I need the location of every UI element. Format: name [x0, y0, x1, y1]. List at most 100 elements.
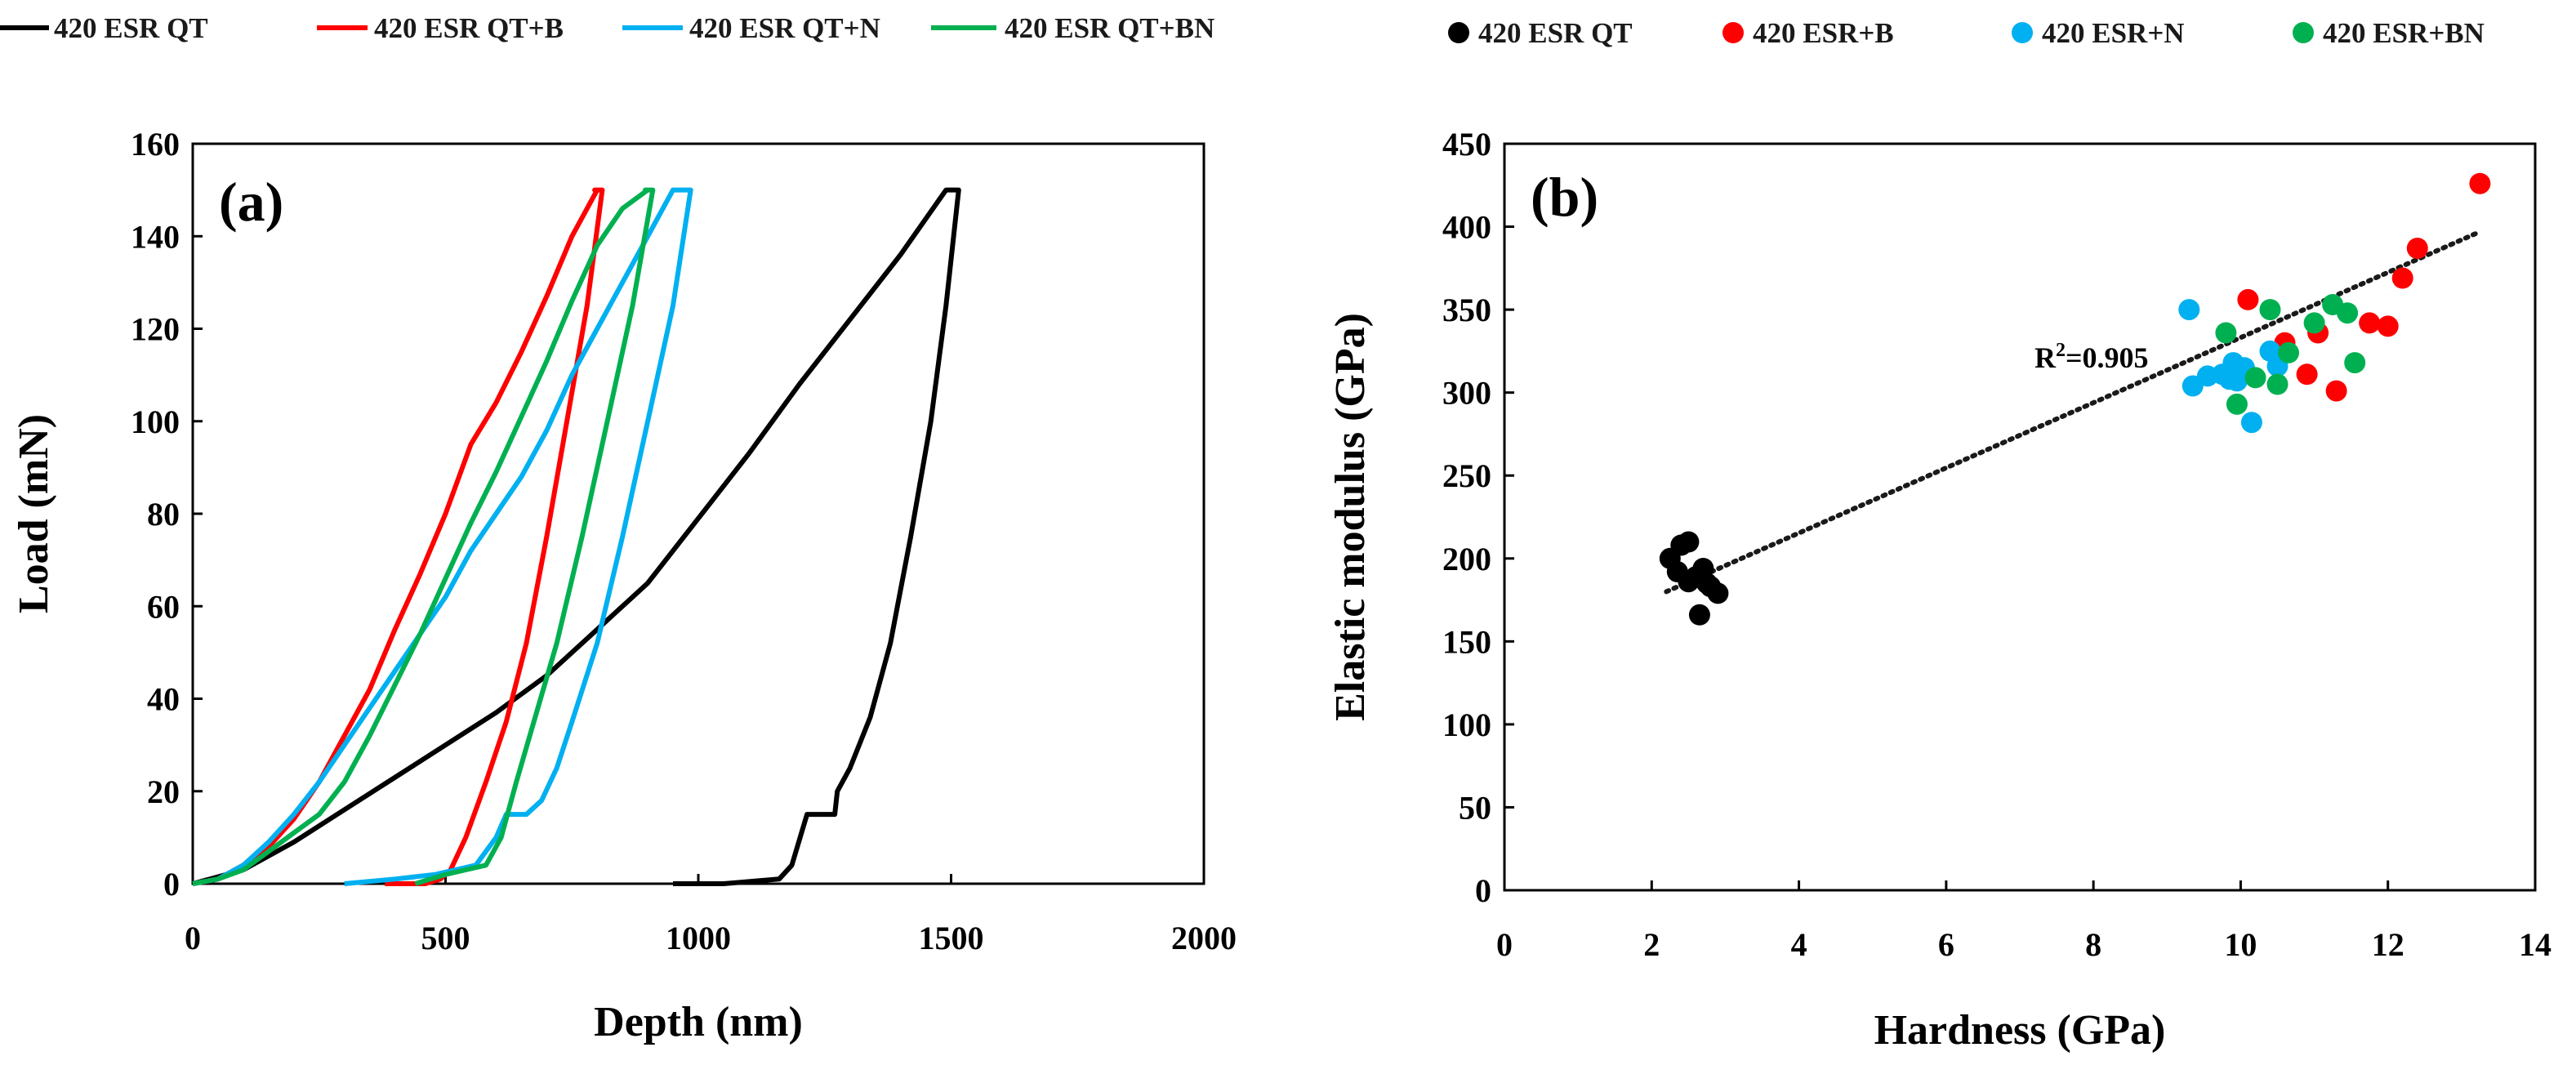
chart-b-point-s3-1: [2226, 393, 2248, 415]
legend-a-label-3: 420 ESR QT+BN: [1005, 12, 1214, 44]
legend-b-swatch-1: [1723, 22, 1744, 43]
chart-b-points: [1659, 172, 2491, 626]
legend-b-swatch-3: [2293, 22, 2314, 43]
chart-b-point-s3-9: [2344, 352, 2366, 374]
chart-b-ytick-label-300: 300: [1442, 375, 1491, 412]
legend-b-label-1: 420 ESR+B: [1753, 17, 1894, 49]
chart-b-xtick-label-6: 6: [1938, 926, 1954, 963]
chart-a-xtick-label-0: 0: [185, 920, 201, 956]
legend-b-swatch-0: [1448, 22, 1469, 43]
chart-a: 0 500 1000 1500 2000 0 20 40 60 80 100 120 140 160 (a…: [11, 126, 1237, 1045]
chart-b-plot-area: [1503, 142, 2537, 892]
r2-value: =0.905: [2066, 341, 2149, 374]
chart-a-xtick-label-1500: 1500: [919, 920, 984, 956]
chart-b-point-s0-10: [1688, 604, 1710, 626]
chart-b-ytick-label-150: 150: [1442, 623, 1491, 660]
chart-a-plot-area: [191, 142, 1206, 885]
legend-a-item-0: 420 ESR QT: [0, 12, 208, 44]
chart-b-ticks: 0 2 4 6 8 10 12 14 0 50 100 150 200 250 300 350 400 450: [1442, 126, 2551, 963]
chart-b-ytick-label-350: 350: [1442, 292, 1491, 328]
chart-b-ytick-label-0: 0: [1475, 872, 1491, 909]
chart-b-point-s1-6: [2377, 315, 2399, 337]
chart-a-ytick-label-140: 140: [131, 218, 180, 255]
chart-b-ytick-label-400: 400: [1442, 209, 1491, 246]
legend-a-label-1: 420 ESR QT+B: [374, 12, 564, 44]
legend-a-label-0: 420 ESR QT: [54, 12, 208, 44]
chart-b-ytick-label-450: 450: [1442, 126, 1491, 163]
chart-b-xtick-label-4: 4: [1791, 926, 1807, 963]
legend-a-item-3: 420 ESR QT+BN: [931, 12, 1214, 44]
chart-a-xtick-label-2000: 2000: [1171, 920, 1237, 956]
chart-b-point-s3-4: [2266, 373, 2289, 395]
chart-b-point-s0-9: [1707, 582, 1729, 604]
legend-b-label-0: 420 ESR QT: [1478, 17, 1633, 49]
chart-a-ytick-label-120: 120: [131, 311, 180, 348]
chart-a-series-line-2: [192, 187, 693, 886]
chart-b-xtick-label-12: 12: [2372, 926, 2404, 963]
legend-b-item-0: 420 ESR QT: [1448, 17, 1633, 49]
chart-b-ytick-label-200: 200: [1442, 541, 1491, 577]
chart-a-ytick-label-100: 100: [131, 403, 180, 440]
legend-b-label-3: 420 ESR+BN: [2323, 17, 2485, 49]
chart-a-x-axis-title: Depth (nm): [594, 999, 803, 1045]
chart-b-xtick-label-14: 14: [2519, 926, 2551, 963]
legend-b: 420 ESR QT 420 ESR+B 420 ESR+N 420 ESR+B…: [1448, 17, 2485, 49]
chart-a-panel-label: (a): [219, 171, 283, 233]
chart-a-ytick-label-80: 80: [147, 496, 180, 533]
chart-b-trendline: [1664, 230, 2479, 595]
r2-prefix: R: [2035, 341, 2057, 374]
chart-b-point-s3-8: [2337, 302, 2359, 324]
legend-b-swatch-2: [2012, 22, 2033, 43]
chart-a-y-axis-title: Load (mN): [11, 414, 57, 613]
chart-b-xtick-label-2: 2: [1643, 926, 1660, 963]
chart-b-panel-label: (b): [1531, 166, 1598, 228]
chart-a-ytick-label-40: 40: [147, 681, 180, 718]
chart-a-xtick-label-500: 500: [421, 920, 470, 956]
chart-b-point-s2-0: [2178, 299, 2200, 321]
chart-b-ytick-label-50: 50: [1459, 789, 1491, 826]
chart-b-point-s1-5: [2359, 312, 2381, 334]
chart-b-ytick-label-250: 250: [1442, 457, 1491, 494]
chart-a-ytick-label-160: 160: [131, 126, 180, 163]
legend-a-item-2: 420 ESR QT+N: [622, 12, 880, 44]
chart-b-point-s3-6: [2303, 312, 2325, 334]
chart-a-ticks: 0 500 1000 1500 2000 0 20 40 60 80 100 120 140 160: [131, 126, 1237, 956]
chart-b-xtick-label-8: 8: [2085, 926, 2101, 963]
legend-a-label-2: 420 ESR QT+N: [689, 12, 880, 44]
chart-a-xtick-label-1000: 1000: [666, 920, 731, 956]
chart-b-point-s3-0: [2215, 322, 2237, 344]
chart-a-series-line-1: [192, 187, 605, 886]
chart-b-point-s3-2: [2244, 367, 2266, 389]
chart-b-point-s3-3: [2259, 299, 2281, 321]
chart-a-series-line-3: [192, 187, 656, 886]
chart-a-ytick-label-0: 0: [163, 866, 180, 902]
chart-a-ytick-label-60: 60: [147, 588, 180, 625]
chart-b-point-s1-9: [2469, 172, 2491, 194]
chart-b-ytick-label-100: 100: [1442, 706, 1491, 743]
chart-a-ytick-label-20: 20: [147, 773, 180, 810]
chart-b-y-axis-title: Elastic modulus (GPa): [1327, 313, 1374, 721]
chart-b-point-s2-8: [2240, 412, 2262, 434]
chart-b-point-s3-5: [2278, 341, 2299, 363]
chart-b-point-s1-2: [2296, 363, 2318, 386]
chart-b-point-s0-2: [1678, 531, 1700, 553]
chart-b-r2-annotation: R2=0.905: [2035, 340, 2149, 374]
chart-b: 0 2 4 6 8 10 12 14 0 50 100 150 200 250 300 350 400 450 (…: [1327, 126, 2551, 1054]
chart-b-point-s1-0: [2237, 288, 2259, 310]
chart-b-point-s1-7: [2391, 267, 2413, 289]
chart-a-series-line-0: [192, 187, 961, 886]
legend-a: 420 ESR QT 420 ESR QT+B 420 ESR QT+N 420…: [0, 12, 1214, 44]
legend-b-item-1: 420 ESR+B: [1723, 17, 1894, 49]
chart-b-xtick-label-10: 10: [2224, 926, 2257, 963]
legend-b-item-2: 420 ESR+N: [2012, 17, 2185, 49]
r2-superscript: 2: [2056, 340, 2066, 361]
legend-b-label-2: 420 ESR+N: [2042, 17, 2185, 49]
chart-b-point-s1-8: [2406, 238, 2428, 259]
chart-a-series: [192, 187, 961, 886]
legend-b-item-3: 420 ESR+BN: [2293, 17, 2485, 49]
chart-b-x-axis-title: Hardness (GPa): [1874, 1007, 2166, 1054]
legend-a-item-1: 420 ESR QT+B: [317, 12, 564, 44]
chart-b-point-s1-4: [2325, 380, 2347, 402]
chart-b-xtick-label-0: 0: [1496, 926, 1513, 963]
